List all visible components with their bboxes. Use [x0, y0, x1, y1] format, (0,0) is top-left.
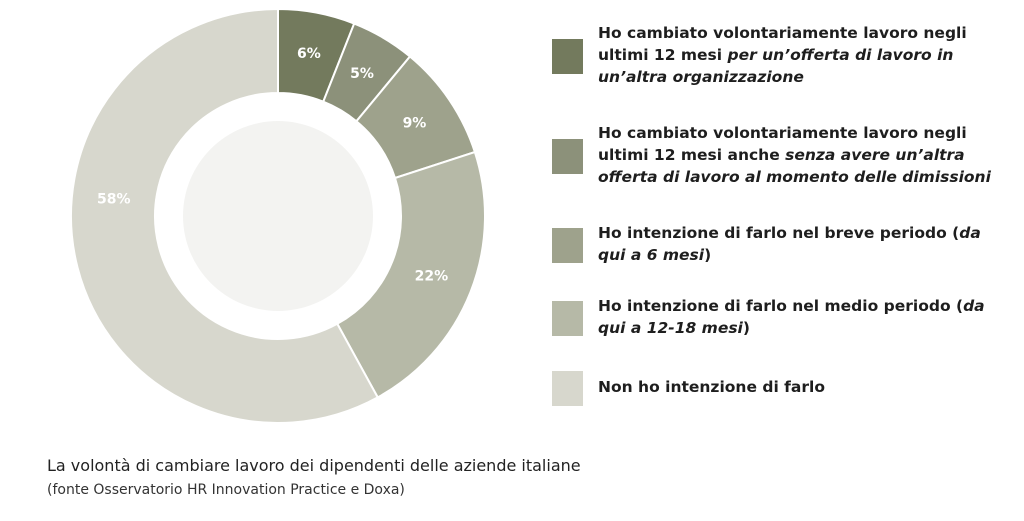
- legend-label-part: Non ho intenzione di farlo: [598, 378, 825, 396]
- legend-label: Ho intenzione di farlo nel breve periodo…: [598, 222, 1008, 266]
- legend-label-part: Ho cambiato volontariamente lavoro negli…: [598, 24, 967, 64]
- slice-label: 58%: [97, 192, 131, 208]
- legend-label-part: (: [955, 297, 964, 315]
- legend-label: Ho cambiato volontariamente lavoro negli…: [598, 22, 1008, 88]
- legend-swatch: [552, 38, 583, 74]
- slice-label: 9%: [403, 115, 427, 131]
- legend-label: Ho intenzione di farlo nel medio periodo…: [598, 295, 1008, 339]
- legend-swatch: [552, 227, 583, 263]
- legend-label-part: da qui a 12-18 mesi: [598, 297, 985, 337]
- legend-label: Non ho intenzione di farlo: [598, 376, 1008, 398]
- legend-label-part: Ho cambiato volontariamente lavoro negli…: [598, 124, 967, 164]
- legend-label-part: ): [704, 246, 712, 264]
- caption: La volontà di cambiare lavoro dei dipend…: [47, 456, 581, 475]
- legend-swatch: [552, 370, 583, 406]
- center-illustration-bg: [183, 121, 373, 311]
- donut-slice: [70, 7, 380, 424]
- legend-label-part: Ho intenzione di farlo nel breve periodo: [598, 224, 953, 242]
- legend-label-part: senza avere un’altra offerta di lavoro a…: [598, 146, 991, 186]
- legend-label-part: per un’offerta di lavoro in un’altra org…: [598, 46, 954, 86]
- donut-slice: [335, 150, 486, 399]
- legend-label: Ho cambiato volontariamente lavoro negli…: [598, 122, 1008, 188]
- legend-label-part: Ho intenzione di farlo nel medio periodo: [598, 297, 956, 315]
- legend-label-part: ): [742, 319, 750, 337]
- legend-label-part: (: [952, 224, 960, 242]
- legend-swatch: [552, 300, 583, 336]
- legend-swatch: [552, 138, 583, 174]
- legend-label-part: da qui a 6 mesi: [598, 224, 981, 264]
- donut-chart: 6% 5% 9% 22% 58%: [70, 7, 486, 424]
- source: (fonte Osservatorio HR Innovation Practi…: [47, 482, 405, 498]
- slice-label: 6%: [297, 46, 321, 62]
- slice-label: 5%: [350, 66, 374, 82]
- slice-label: 22%: [415, 269, 449, 285]
